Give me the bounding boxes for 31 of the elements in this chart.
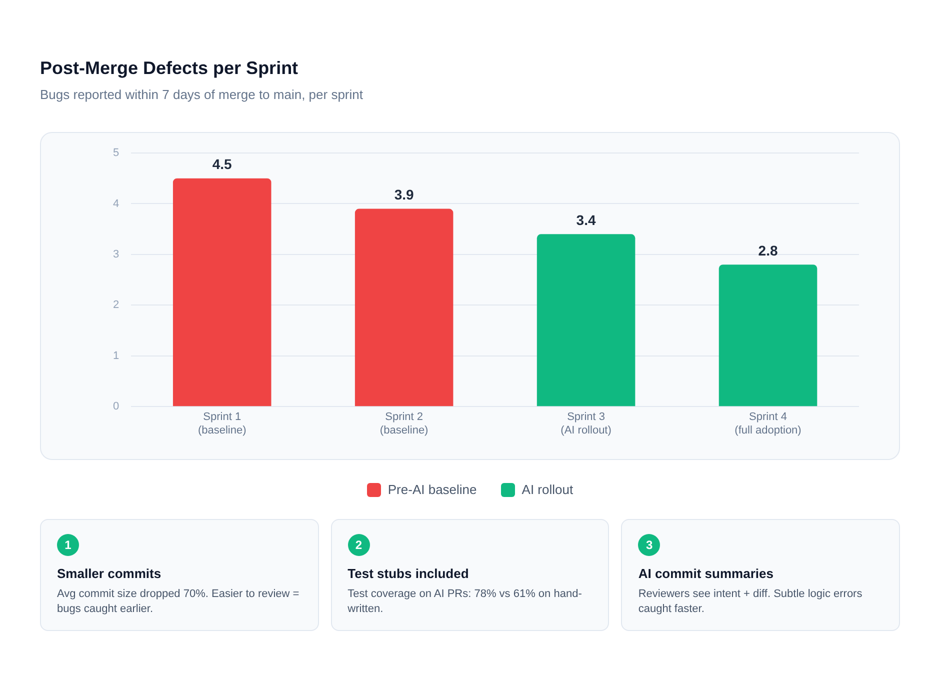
number-badge-icon: 1 [57, 534, 79, 556]
bar [536, 234, 636, 406]
data-label: 2.8 [758, 242, 778, 258]
text: Reviewers see intent + diff. Subtle logic errors caught faster. [638, 587, 864, 617]
text: Test coverage on AI PRs: 78% vs 61% on hand-written. [348, 587, 583, 617]
chart-subtitle: Bugs reported within 7 days of merge to main, per sprint [40, 87, 364, 102]
y-tick-label: 3 [112, 248, 120, 260]
bar [718, 264, 818, 406]
bar [354, 208, 454, 406]
data-label: 3.9 [394, 186, 414, 203]
number-badge-icon: 2 [348, 534, 370, 556]
text: AI commit summaries [638, 566, 774, 581]
number-badge-icon: 3 [638, 534, 660, 556]
chart-title: Post-Merge Defects per Sprint [40, 58, 300, 79]
data-label: 4.5 [212, 156, 232, 172]
y-tick-label: 1 [112, 350, 120, 362]
y-tick-label: 5 [112, 147, 120, 160]
x-tick-label: Sprint 1 (baseline) [198, 411, 246, 436]
x-tick-label: Sprint 2 (baseline) [380, 411, 428, 436]
text: Avg commit size dropped 70%. Easier to review = bugs caught earlier. [57, 587, 300, 617]
x-tick-label: Sprint 4 (full adoption) [734, 411, 802, 436]
text: Test stubs included [348, 566, 470, 581]
y-tick-label: 0 [112, 400, 120, 413]
x-tick-label: Sprint 3 (AI rollout) [560, 411, 612, 436]
legend-label: Pre-AI baseline [388, 482, 477, 497]
data-label: 3.4 [576, 212, 596, 228]
text: Smaller commits [57, 566, 162, 581]
y-tick-label: 2 [112, 299, 120, 312]
bar [172, 178, 272, 406]
legend-label: AI rollout [522, 482, 574, 497]
y-tick-label: 4 [112, 198, 120, 210]
